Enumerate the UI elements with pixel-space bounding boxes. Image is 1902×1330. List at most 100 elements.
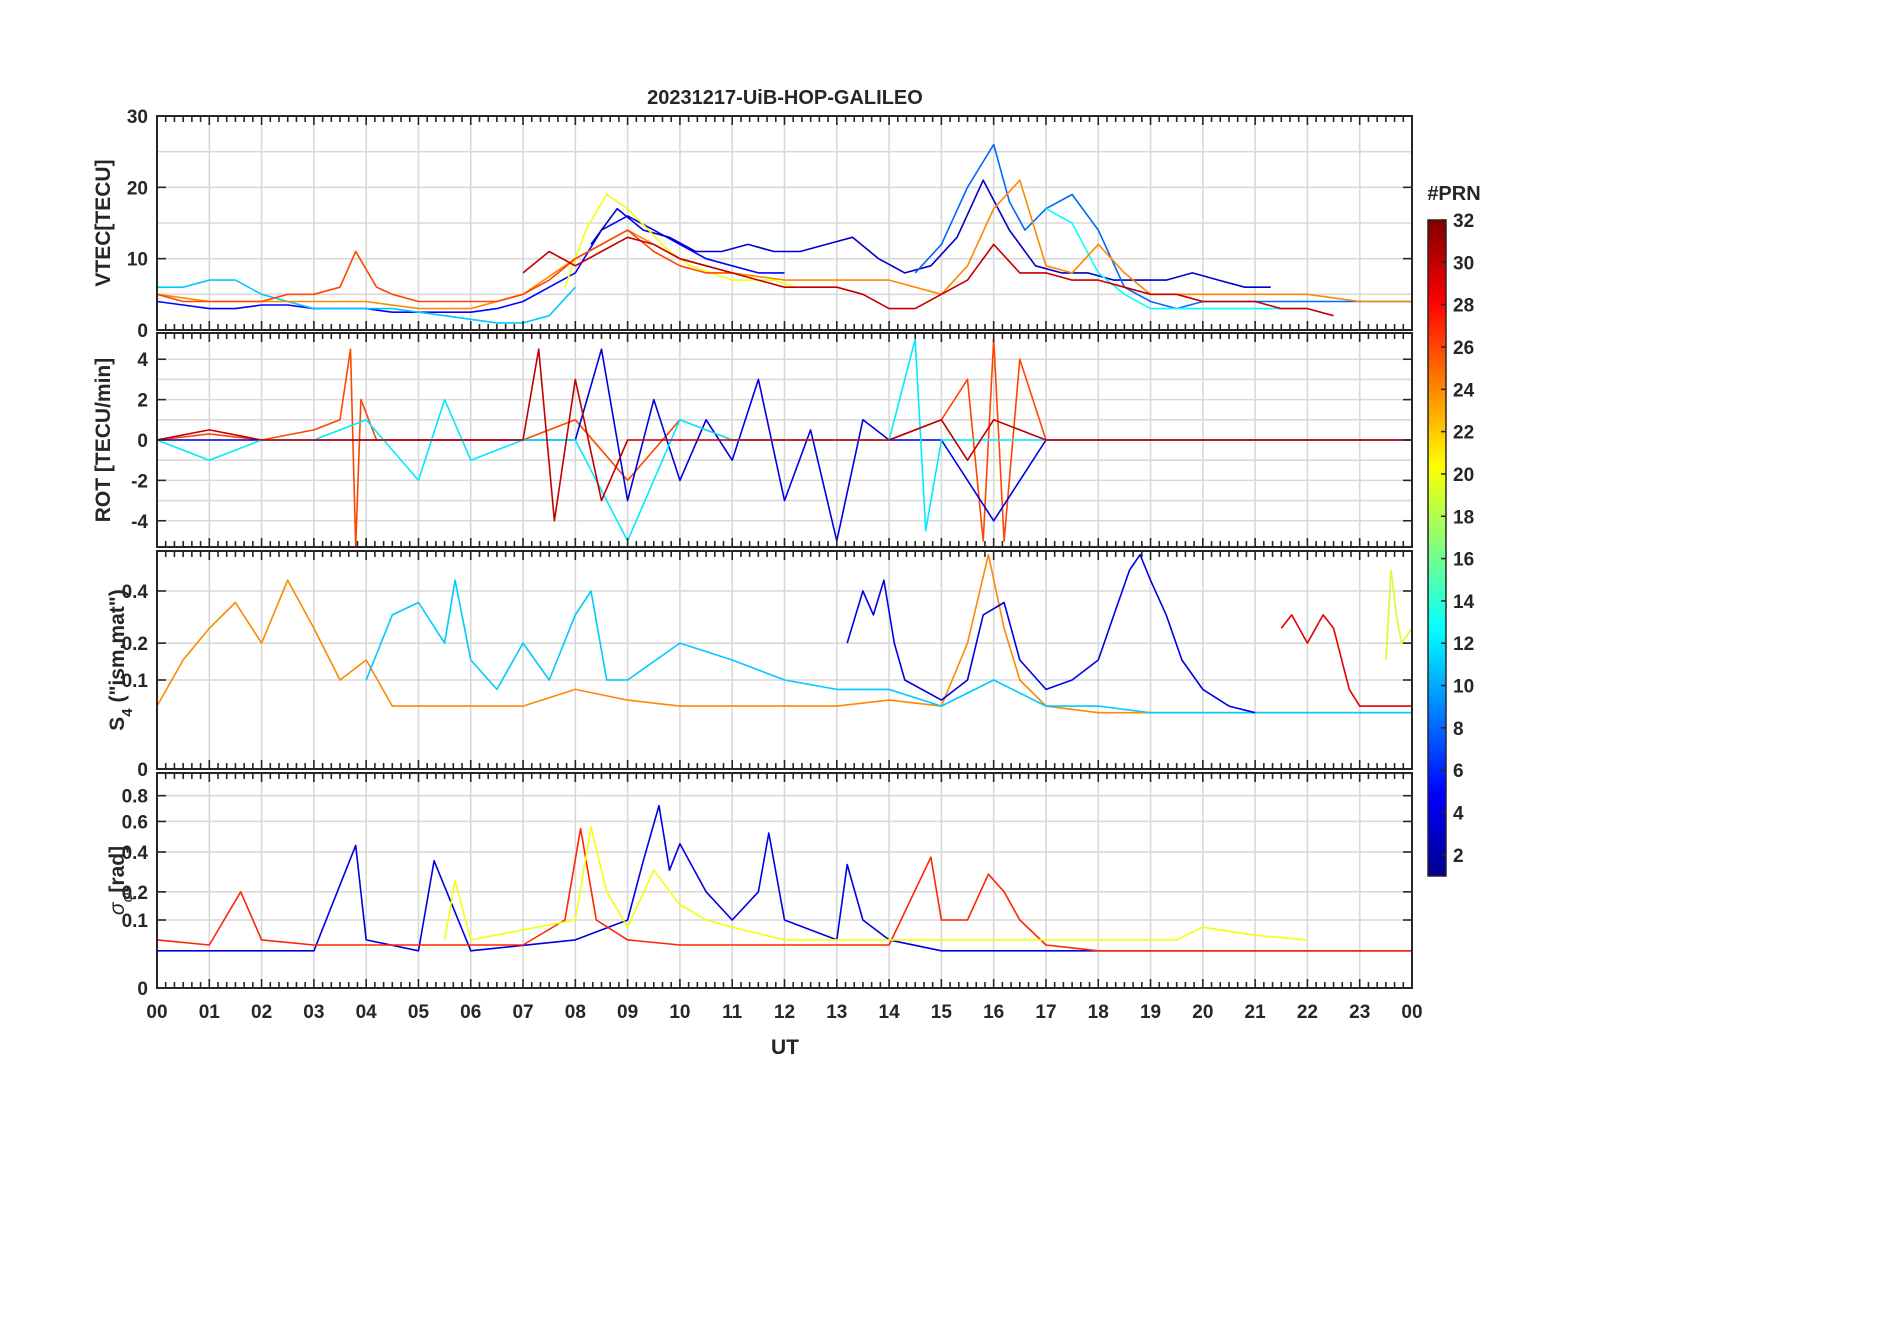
colorbar-tick-label: 14 [1453, 592, 1475, 613]
colorbar-tick-label: 24 [1453, 380, 1475, 401]
x-tick-label: 19 [1140, 1002, 1161, 1023]
colorbar-label: #PRN [1427, 183, 1480, 205]
y-tick-label: 0 [137, 321, 148, 342]
colorbar-tick-label: 32 [1453, 211, 1474, 232]
x-tick-label: 07 [512, 1002, 533, 1023]
colorbar-tick-label: 18 [1453, 507, 1474, 528]
x-tick-label: 05 [408, 1002, 430, 1023]
colorbar-tick-label: 12 [1453, 634, 1474, 655]
series-line-prn-5 [157, 215, 785, 313]
x-tick-label: 16 [983, 1002, 1004, 1023]
panel-vtec: 0 10 20 30 VTEC[TECU] [92, 107, 1413, 342]
colorbar-tick-label: 16 [1453, 550, 1474, 571]
x-tick-label: 18 [1088, 1002, 1109, 1023]
y-tick-label: 0.1 [122, 671, 149, 692]
colorbar-tick-label: 2 [1453, 846, 1464, 867]
colorbar-bar [1427, 219, 1447, 877]
chart-title: 20231217-UiB-HOP-GALILEO [647, 87, 923, 109]
colorbar-tick-label: 8 [1453, 719, 1464, 740]
y-axis-label-main: σ [106, 901, 129, 915]
y-axis-label-sigma: σφ[rad] [106, 846, 136, 915]
y-ticks: 0 0.1 0.2 0.4 0.6 0.8 [122, 787, 1412, 1000]
y-tick-label: 0.1 [122, 911, 149, 932]
traces [157, 338, 1412, 547]
series-line-prn-30 [157, 348, 1412, 522]
x-tick-label: 01 [199, 1002, 221, 1023]
x-tick-label: 02 [251, 1002, 272, 1023]
series-line-prn-20 [443, 826, 1308, 941]
x-tick-label: 03 [303, 1002, 324, 1023]
y-axis-label-rot: ROT [TECU/min] [92, 358, 115, 522]
y-tick-label: 0 [137, 760, 148, 781]
series-line-prn-4 [846, 553, 1256, 714]
x-tick-label: 08 [565, 1002, 586, 1023]
x-tick-label: 10 [669, 1002, 690, 1023]
x-ticks [156, 551, 1413, 769]
x-tick-label: 14 [879, 1002, 901, 1023]
colorbar-tick-label: 20 [1453, 465, 1474, 486]
y-ticks: 0 10 20 30 [127, 107, 1412, 342]
y-tick-label: 20 [127, 178, 148, 199]
y-tick-label: 4 [137, 350, 148, 371]
y-ticks: -4 -2 0 2 4 [131, 350, 1412, 533]
x-tick-label: 12 [774, 1002, 795, 1023]
series-line-prn-13 [1045, 207, 1308, 310]
y-axis-label-rest: ("ism.mat") [106, 589, 129, 708]
y-tick-label: 0.4 [122, 843, 149, 864]
y-axis-label-main: S [106, 717, 129, 731]
y-tick-label: 0.2 [122, 883, 148, 904]
series-line-prn-8 [914, 143, 1412, 310]
traces [157, 143, 1412, 324]
series-line-prn-24 [157, 553, 1412, 714]
y-tick-label: 0 [137, 431, 148, 452]
x-tick-label: 09 [617, 1002, 638, 1023]
colorbar-tick-label: 28 [1453, 296, 1474, 317]
x-tick-labels: 00 01 02 03 04 05 06 07 08 09 10 11 12 13 14 15 16 17 18 19… [146, 1002, 1422, 1023]
colorbar-tick-label: 22 [1453, 423, 1474, 444]
series-line-prn-19 [1385, 569, 1412, 661]
grid-lines [157, 773, 1412, 988]
y-axis-label-sub: φ [119, 892, 136, 902]
x-tick-label: 11 [722, 1002, 743, 1023]
panel-sigma: 0 0.1 0.2 0.4 0.6 0.8 σφ[rad] [106, 772, 1413, 1000]
y-axis-label-sub: 4 [119, 708, 136, 717]
colorbar-tick-label: 30 [1453, 253, 1474, 274]
colorbar-tick-label: 6 [1453, 761, 1464, 782]
traces [157, 804, 1412, 952]
x-tick-label: 06 [460, 1002, 481, 1023]
y-tick-label: 30 [127, 107, 148, 128]
y-axis-label-s4: S4 ("ism.mat") [106, 589, 136, 730]
x-tick-label: 00 [1401, 1002, 1422, 1023]
y-axis-label-vtec: VTEC[TECU] [92, 159, 115, 286]
colorbar-tick-label: 10 [1453, 677, 1474, 698]
x-ticks [156, 773, 1413, 988]
x-tick-label: 17 [1035, 1002, 1056, 1023]
y-tick-label: 0.2 [122, 634, 148, 655]
y-tick-label: 10 [127, 250, 148, 271]
x-axis-label: UT [771, 1036, 799, 1059]
x-ticks [156, 116, 1413, 330]
series-line-prn-3 [590, 179, 1271, 288]
y-tick-label: 0.8 [122, 787, 148, 808]
y-ticks: 0 0.1 0.2 0.4 [122, 582, 1412, 781]
x-ticks [156, 333, 1413, 547]
x-tick-label: 15 [931, 1002, 953, 1023]
series-line-prn-11 [365, 579, 1412, 714]
x-tick-label: 21 [1245, 1002, 1267, 1023]
y-tick-label: -4 [131, 512, 148, 533]
x-tick-label: 22 [1297, 1002, 1318, 1023]
panel-rot: -4 -2 0 2 4 ROT [TECU/min] [92, 332, 1413, 548]
figure: 20231217-UiB-HOP-GALILEO 0102030VTEC[TEC… [92, 87, 1481, 1059]
series-line-prn-11 [157, 279, 576, 324]
x-tick-label: 23 [1349, 1002, 1370, 1023]
x-tick-label: 20 [1192, 1002, 1213, 1023]
series-line-prn-30 [522, 236, 1334, 317]
traces [157, 553, 1412, 714]
x-tick-label: 00 [146, 1002, 167, 1023]
panel-s4: 00.10.20.4S4 ("ism.mat") [106, 550, 1413, 781]
y-tick-label: -2 [131, 471, 148, 492]
x-tick-label: 04 [356, 1002, 378, 1023]
colorbar-tick-label: 26 [1453, 338, 1474, 359]
